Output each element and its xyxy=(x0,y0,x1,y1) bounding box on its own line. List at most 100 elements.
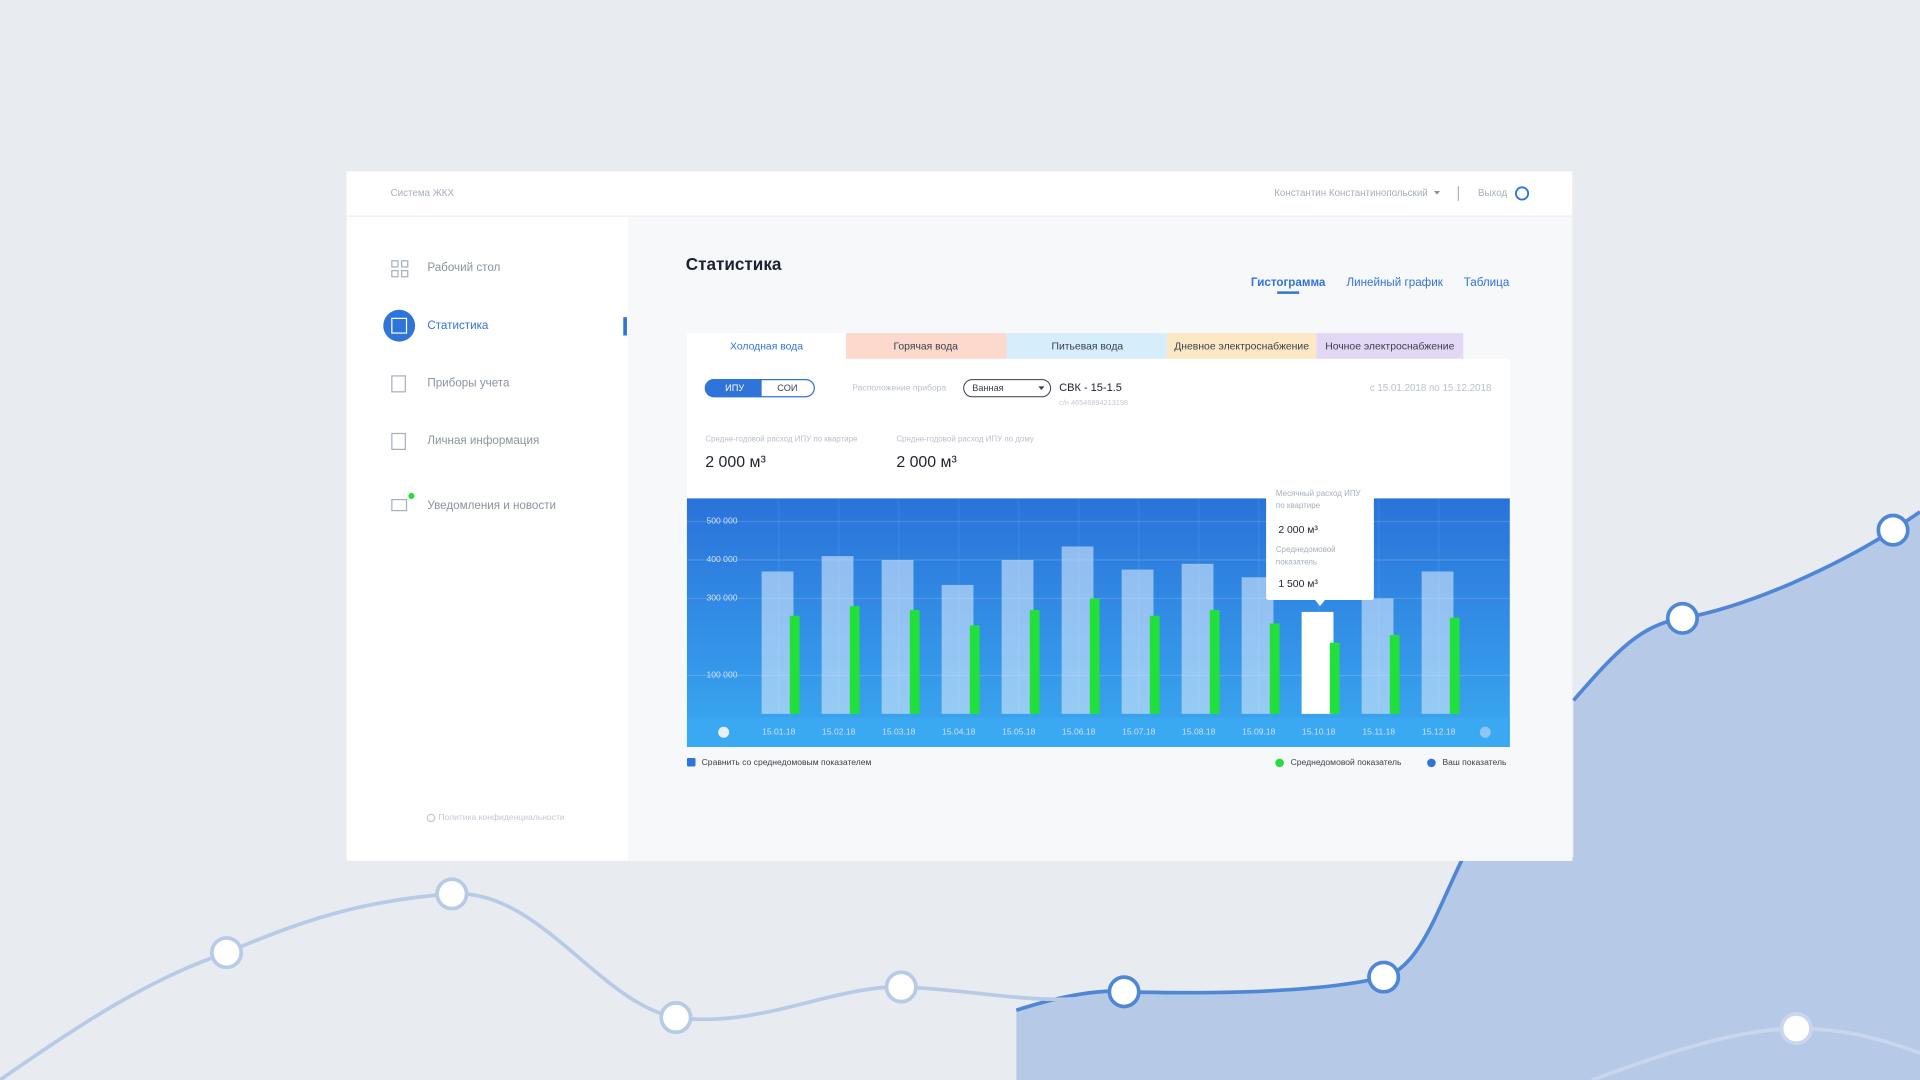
view-tab[interactable]: Гистограмма xyxy=(1251,276,1326,289)
tab[interactable] xyxy=(686,333,847,359)
x-tick-label: 15.02.18 xyxy=(822,727,856,737)
bar xyxy=(761,571,794,714)
active-indicator xyxy=(623,317,627,336)
x-tick-label: 15.04.18 xyxy=(942,727,976,737)
active-icon xyxy=(383,309,416,342)
meter: СВК - 15-1.5 xyxy=(1059,382,1122,394)
y-tick-label: 500 000 xyxy=(707,516,738,526)
x-tick-label: 15.10.18 xyxy=(1302,727,1336,737)
bar xyxy=(1269,623,1280,714)
bar xyxy=(1089,598,1100,714)
legend-label: Ваш показатель xyxy=(1442,757,1507,767)
info-icon xyxy=(426,813,436,823)
nav-item[interactable]: Статистика xyxy=(427,319,489,332)
compare-label: Сравнить со среднедомовым показателем xyxy=(702,757,872,767)
toggle-active[interactable] xyxy=(705,379,762,397)
bar xyxy=(1149,615,1160,714)
decor-line xyxy=(0,892,1125,1080)
user-menu[interactable]: Константин Константинопольский xyxy=(1274,188,1428,199)
stat-label: Средне-годовой расход ИПУ по дому xyxy=(896,435,1034,444)
page-title: Статистика xyxy=(686,254,782,274)
tab[interactable] xyxy=(1006,333,1167,359)
x-tick-label: 15.05.18 xyxy=(1002,727,1036,737)
tooltip-pointer xyxy=(1315,600,1325,607)
y-tick-label: 400 000 xyxy=(707,554,738,564)
tooltip-title: Месячный расход ИПУ по квартире xyxy=(1275,489,1361,511)
tab-label: Холодная вода xyxy=(730,341,803,352)
x-tick-label: 15.08.18 xyxy=(1182,727,1216,737)
decor-line xyxy=(1015,510,1920,1012)
toggle-option[interactable]: ИПУ xyxy=(725,383,744,393)
bar xyxy=(881,559,914,714)
brand: Система ЖКХ xyxy=(391,188,455,199)
nav-item[interactable]: Приборы учета xyxy=(427,376,510,389)
bar xyxy=(821,556,854,714)
x-axis-strip xyxy=(686,717,1510,747)
y-tick-label: 300 000 xyxy=(707,593,738,603)
view-tab[interactable]: Линейный график xyxy=(1347,276,1444,289)
tab[interactable] xyxy=(1316,333,1464,359)
x-tick-label: 15.12.18 xyxy=(1422,727,1456,737)
nav-item[interactable]: Уведомления и новости xyxy=(427,499,556,512)
caret xyxy=(1433,191,1440,195)
legend-swatch xyxy=(1427,758,1436,768)
decor-area xyxy=(1016,511,1920,1080)
location-label: Расположение прибора xyxy=(852,382,946,392)
tooltip-title-box: Среднедомовой показатель xyxy=(1276,546,1336,567)
bar xyxy=(1029,609,1040,714)
bar xyxy=(1449,617,1460,714)
decor-points xyxy=(210,513,1910,1046)
bar xyxy=(941,584,974,714)
tab[interactable] xyxy=(1166,333,1317,359)
privacy-link[interactable]: Политика конфиденциальности xyxy=(438,812,565,822)
active-icon-glyph xyxy=(391,317,408,334)
serial: с/н 46546894213198 xyxy=(1059,398,1128,407)
tooltip-value: 1 500 м³ xyxy=(1278,579,1318,590)
view-tab[interactable]: Таблица xyxy=(1464,276,1510,289)
y-tick-label: 100 000 xyxy=(707,670,738,680)
prev-button[interactable] xyxy=(718,726,730,738)
x-tick-label: 15.06.18 xyxy=(1062,727,1096,737)
notification-dot xyxy=(408,492,415,499)
tab-label: Дневное электроснабжение xyxy=(1174,340,1309,352)
checkbox[interactable] xyxy=(686,757,696,767)
x-tick-label: 15.07.18 xyxy=(1122,727,1156,737)
logout-icon[interactable] xyxy=(1515,186,1530,201)
bar xyxy=(1389,634,1400,714)
sidebar-icons xyxy=(391,260,409,512)
bar xyxy=(849,606,860,714)
bar xyxy=(789,615,800,714)
stat-label: Средне-годовой расход ИПУ по квартире xyxy=(705,435,858,444)
location-value: Ванная xyxy=(972,383,1003,393)
tab-label: Питьевая вода xyxy=(1051,341,1123,352)
bar xyxy=(1061,546,1094,714)
bar xyxy=(1001,559,1034,714)
bar xyxy=(1329,642,1340,714)
toggle-option[interactable]: СОИ xyxy=(777,383,797,393)
nav-item[interactable]: Рабочий стол xyxy=(427,261,500,274)
bar xyxy=(1421,571,1454,714)
location-select[interactable] xyxy=(963,379,1052,398)
caret xyxy=(1038,386,1045,390)
stat-value: 2 000 м³ xyxy=(896,454,956,471)
bar xyxy=(1301,611,1334,714)
next-button[interactable] xyxy=(1479,726,1491,738)
logout[interactable]: Выход xyxy=(1478,188,1508,199)
x-tick-label: 15.03.18 xyxy=(882,727,916,737)
legend-label: Среднедомовой показатель xyxy=(1291,757,1402,767)
tab[interactable] xyxy=(846,333,1007,359)
tooltip-title-box: Месячный расход ИПУ по квартире xyxy=(1275,489,1361,511)
bar xyxy=(909,609,920,714)
tab-label: Горячая вода xyxy=(893,341,958,352)
stat-value: 2 000 м³ xyxy=(705,454,765,471)
tooltip-value: 2 000 м³ xyxy=(1278,525,1318,536)
bar xyxy=(1121,569,1154,714)
nav-item[interactable]: Личная информация xyxy=(427,434,539,447)
x-tick-label: 15.11.18 xyxy=(1362,727,1395,737)
tooltip xyxy=(1266,480,1374,600)
x-tick-label: 15.09.18 xyxy=(1242,727,1276,737)
legend: Среднедомовой показатель Ваш показатель xyxy=(1275,757,1507,768)
period: с 15.01.2018 по 15.12.2018 xyxy=(1370,383,1492,394)
bar xyxy=(1361,598,1394,714)
